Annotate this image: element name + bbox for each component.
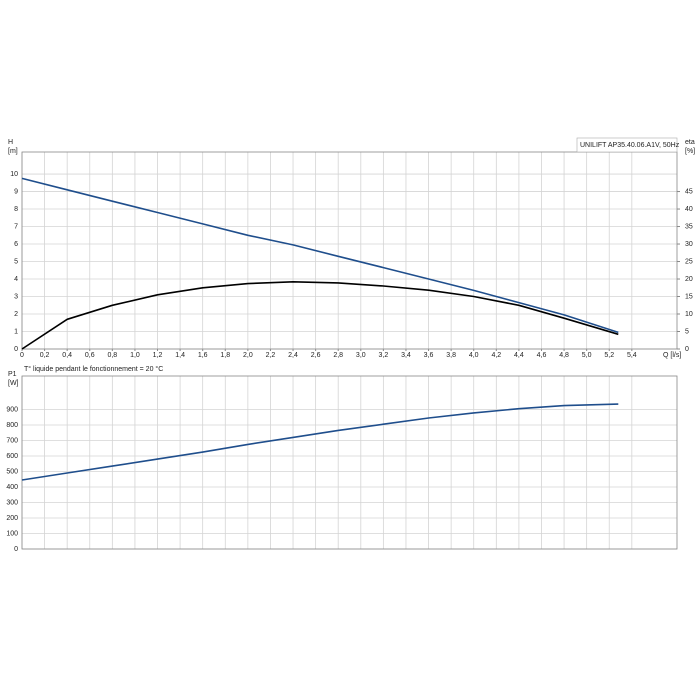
y-axis-label: [W] [8,380,19,387]
y2-tick-label: 0 [685,346,689,353]
x-tick-label: 3,4 [401,352,411,359]
y-tick-label: 0 [14,346,18,353]
y-tick-label: 2 [14,311,18,318]
x-tick-label: 1,4 [175,352,185,359]
y2-tick-label: 25 [685,258,693,265]
plot-frame [21,375,678,550]
y-tick-label: 5 [14,258,18,265]
series-line [21,403,619,481]
x-tick-label: 1,0 [130,352,140,359]
x-tick-label: 2,4 [288,352,298,359]
x-tick-label: 4,6 [537,352,547,359]
x-tick-label: 2,2 [266,352,276,359]
x-tick-label: 1,6 [198,352,208,359]
x-tick-label: 4,4 [514,352,524,359]
x-tick-label: 2,0 [243,352,253,359]
x-tick-label: 3,2 [379,352,389,359]
x-tick-label: 5,2 [604,352,614,359]
x-tick-label: 3,6 [424,352,434,359]
y2-tick-label: 15 [685,293,693,300]
y2-tick-label: 35 [685,223,693,230]
x-tick-label: 0,8 [107,352,117,359]
x-tick-label: 5,0 [582,352,592,359]
y-tick-label: 600 [6,453,18,460]
y2-tick-label: 10 [685,311,693,318]
y-axis-label: P1 [8,371,17,378]
y-tick-label: 10 [10,171,18,178]
x-tick-label: 4,0 [469,352,479,359]
x-tick-label: 5,4 [627,352,637,359]
y-tick-label: 400 [6,484,18,491]
x-tick-label: 0,6 [85,352,95,359]
y-tick-label: 300 [6,499,18,506]
y-axis-label: H [8,139,13,146]
y-tick-label: 6 [14,241,18,248]
y-tick-label: 100 [6,530,18,537]
y2-tick-label: 45 [685,188,693,195]
y-tick-label: 8 [14,206,18,213]
chart-title: UNILIFT AP35.40.06.A1V, 50Hz [580,142,680,149]
y-axis-label: [m] [8,148,18,155]
y-tick-label: 4 [14,276,18,283]
y-tick-label: 800 [6,422,18,429]
x-tick-label: 3,0 [356,352,366,359]
y2-tick-label: 30 [685,241,693,248]
x-tick-label: 1,2 [153,352,163,359]
x-tick-label: 4,2 [491,352,501,359]
plot-frame [21,151,678,350]
x-axis-label: Q [l/s] [663,352,681,359]
y2-tick-label: 40 [685,206,693,213]
x-tick-label: 0,2 [40,352,50,359]
y2-tick-label: 5 [685,328,689,335]
y2-axis-label: [%] [685,148,695,155]
x-tick-label: 4,8 [559,352,569,359]
y-tick-label: 9 [14,188,18,195]
y-tick-label: 500 [6,468,18,475]
title-box [576,137,678,153]
chart-title: T° liquide pendant le fonctionnement = 2… [24,365,163,373]
x-tick-label: 1,8 [220,352,230,359]
x-tick-label: 0,4 [62,352,72,359]
y2-axis-label: eta [685,139,695,146]
x-tick-label: 2,8 [333,352,343,359]
series-line [21,177,619,334]
y-tick-label: 900 [6,406,18,413]
series-line [21,280,619,350]
x-tick-label: 3,8 [446,352,456,359]
x-tick-label: 0 [20,352,24,359]
y-tick-label: 0 [14,546,18,553]
y-tick-label: 1 [14,328,18,335]
y-tick-label: 3 [14,293,18,300]
x-tick-label: 2,6 [311,352,321,359]
y2-tick-label: 20 [685,276,693,283]
y-tick-label: 7 [14,223,18,230]
y-tick-label: 200 [6,515,18,522]
y-tick-label: 700 [6,437,18,444]
